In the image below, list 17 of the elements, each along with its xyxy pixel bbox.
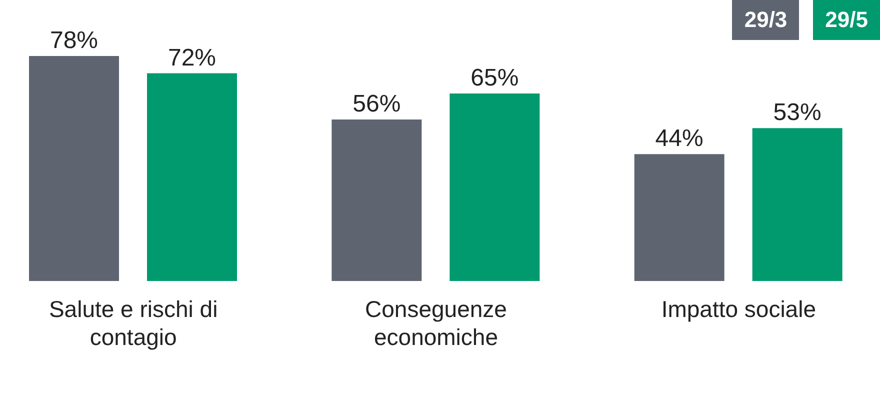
data-label: 44%: [655, 125, 704, 152]
data-label: 56%: [352, 90, 401, 118]
bar: [147, 73, 237, 281]
x-tick-label: Impatto sociale: [661, 296, 816, 322]
text: 29/5: [813, 0, 880, 40]
bar: [752, 128, 842, 281]
data-label: 72%: [168, 44, 216, 72]
text: 29/3: [732, 0, 800, 40]
data-label: 78%: [50, 27, 98, 54]
bar: [634, 154, 724, 281]
bar: [332, 119, 422, 281]
bar: [29, 56, 119, 281]
x-tick-label: Salute e rischi di contagio: [48, 296, 218, 350]
bar: [450, 94, 540, 281]
data-label: 65%: [470, 64, 519, 92]
data-label: 53%: [773, 99, 822, 126]
x-tick-label: Conseguenze economiche: [365, 296, 507, 350]
